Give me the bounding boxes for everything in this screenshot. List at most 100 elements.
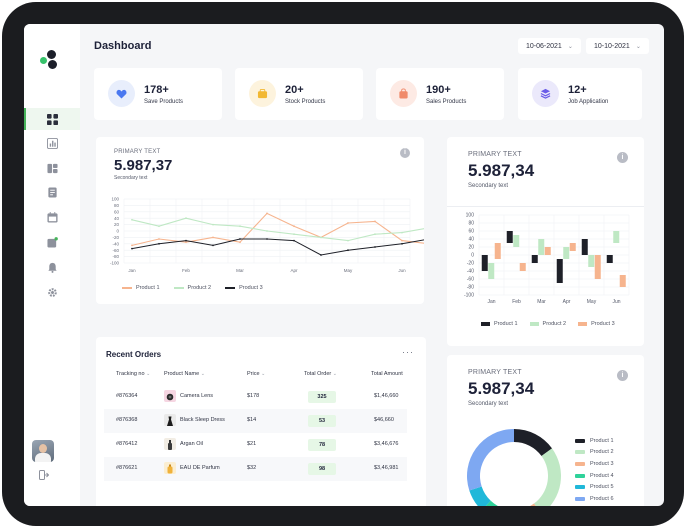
card-value: 5.987,34 <box>468 161 535 180</box>
legend-swatch <box>575 450 585 455</box>
nav-documents[interactable] <box>24 181 80 203</box>
date-to-value: 10-10-2021 <box>594 42 630 50</box>
date-to-picker[interactable]: 10-10-2021 ⌄ <box>586 38 649 54</box>
table-row[interactable]: #876412 Argan Oil $21 78 $3,46,676 <box>104 433 407 457</box>
chart-icon <box>46 137 58 149</box>
product-name: Black Sleep Dress <box>180 417 225 423</box>
total-amount: $3,46,676 <box>374 441 399 447</box>
y-tick-label: 20 <box>114 222 120 227</box>
y-tick-label: -40 <box>467 269 474 275</box>
info-icon[interactable]: i <box>400 148 410 158</box>
data-point <box>374 246 376 248</box>
legend-swatch <box>578 322 588 326</box>
table-row[interactable]: #876621 EAU DE Parfum $32 98 $3,46,981 <box>104 457 407 481</box>
nav-calendar[interactable] <box>24 206 80 228</box>
card-primary-text: PRIMARY TEXT <box>468 369 522 376</box>
tracking-no: #876412 <box>116 441 138 447</box>
y-tick-label: -100 <box>464 293 474 299</box>
card-secondary-text: Secondary text <box>468 401 509 407</box>
bar <box>613 231 620 243</box>
legend-swatch <box>575 473 585 478</box>
y-tick-label: 80 <box>114 203 120 208</box>
bar <box>606 255 613 263</box>
x-tick-label: Feb <box>182 268 190 273</box>
box-icon <box>249 80 276 107</box>
card-primary-text: PRIMARY TEXT <box>114 149 161 155</box>
data-point <box>293 233 295 236</box>
data-point <box>212 223 214 226</box>
perfume-thumbnail <box>164 462 176 474</box>
donut-slice <box>467 429 514 491</box>
table-row[interactable]: #876368 Black Sleep Dress $14 53 $46,660 <box>104 409 407 433</box>
donut-chart <box>467 429 561 506</box>
column-header-price[interactable]: Price ⌄ <box>247 371 266 377</box>
data-point <box>158 242 160 245</box>
table-row[interactable]: #876364 Camera Lens $178 325 $1,46,660 <box>104 385 407 409</box>
total-order-badge: 98 <box>308 463 336 475</box>
donut-slice <box>469 486 491 506</box>
nav-analytics[interactable] <box>24 132 80 154</box>
product-name: EAU DE Parfum <box>180 465 220 471</box>
y-tick-label: 0 <box>471 253 474 259</box>
column-header-total-order[interactable]: Total Order ⌄ <box>304 371 337 377</box>
bar <box>488 263 495 279</box>
info-icon[interactable]: i <box>617 152 628 163</box>
column-header-tracking[interactable]: Tracking no ⌄ <box>116 371 151 377</box>
price: $178 <box>247 393 260 399</box>
data-point <box>239 225 241 228</box>
gear-icon <box>47 287 57 297</box>
dress-thumbnail <box>164 414 176 426</box>
bar <box>563 247 570 259</box>
series-line <box>131 217 424 242</box>
column-header-product[interactable]: Product Name ⌄ <box>164 371 205 377</box>
legend-label: Product 4 <box>590 472 614 479</box>
legend-swatch <box>575 438 585 443</box>
y-tick-label: -40 <box>112 241 119 246</box>
bar <box>494 243 501 259</box>
data-point <box>158 225 160 228</box>
nav-products[interactable] <box>24 157 80 179</box>
nav-settings[interactable] <box>24 281 80 303</box>
data-point <box>239 238 241 240</box>
data-point <box>320 254 322 256</box>
y-tick-label: 60 <box>468 229 474 235</box>
price: $14 <box>247 417 257 423</box>
date-from-value: 10-06-2021 <box>526 42 562 50</box>
data-point <box>212 236 214 239</box>
edit-icon <box>46 236 58 248</box>
info-icon[interactable]: i <box>617 370 628 381</box>
orders-title: Recent Orders <box>106 350 162 359</box>
bar <box>538 239 545 255</box>
legend-item: Product 1 <box>575 435 614 447</box>
data-point <box>239 241 241 244</box>
data-point <box>320 236 322 239</box>
x-tick-label: Mar <box>236 268 244 273</box>
stat-value: 178+ <box>144 84 169 96</box>
date-from-picker[interactable]: 10-06-2021 ⌄ <box>518 38 581 54</box>
nav-notifications[interactable] <box>24 256 80 278</box>
bar <box>619 275 626 287</box>
more-options-icon[interactable]: ··· <box>402 347 414 357</box>
data-point <box>401 231 403 234</box>
chevron-down-icon: ⌄ <box>567 43 573 50</box>
heart-icon <box>108 80 135 107</box>
donut-hole <box>480 442 548 506</box>
logout-icon[interactable] <box>39 470 49 480</box>
card-value: 5.987,34 <box>468 379 535 398</box>
y-tick-label: -80 <box>112 254 119 259</box>
y-tick-label: 40 <box>114 216 120 221</box>
y-tick-label: 60 <box>114 209 120 214</box>
app-screen: Dashboard 10-06-2021 ⌄ 10-10-2021 ⌄ 178+ S… <box>24 24 664 506</box>
layers-icon <box>532 80 559 107</box>
legend-label: Product 1 <box>136 285 160 291</box>
data-point <box>347 222 349 224</box>
data-point <box>212 244 214 247</box>
chevron-down-icon: ⌄ <box>635 43 641 50</box>
bar <box>569 243 576 251</box>
x-tick-label: Apr <box>290 268 298 273</box>
nav-tasks[interactable] <box>24 231 80 253</box>
user-avatar[interactable] <box>32 440 54 462</box>
data-point <box>266 230 268 232</box>
nav-dashboard[interactable] <box>24 108 80 130</box>
